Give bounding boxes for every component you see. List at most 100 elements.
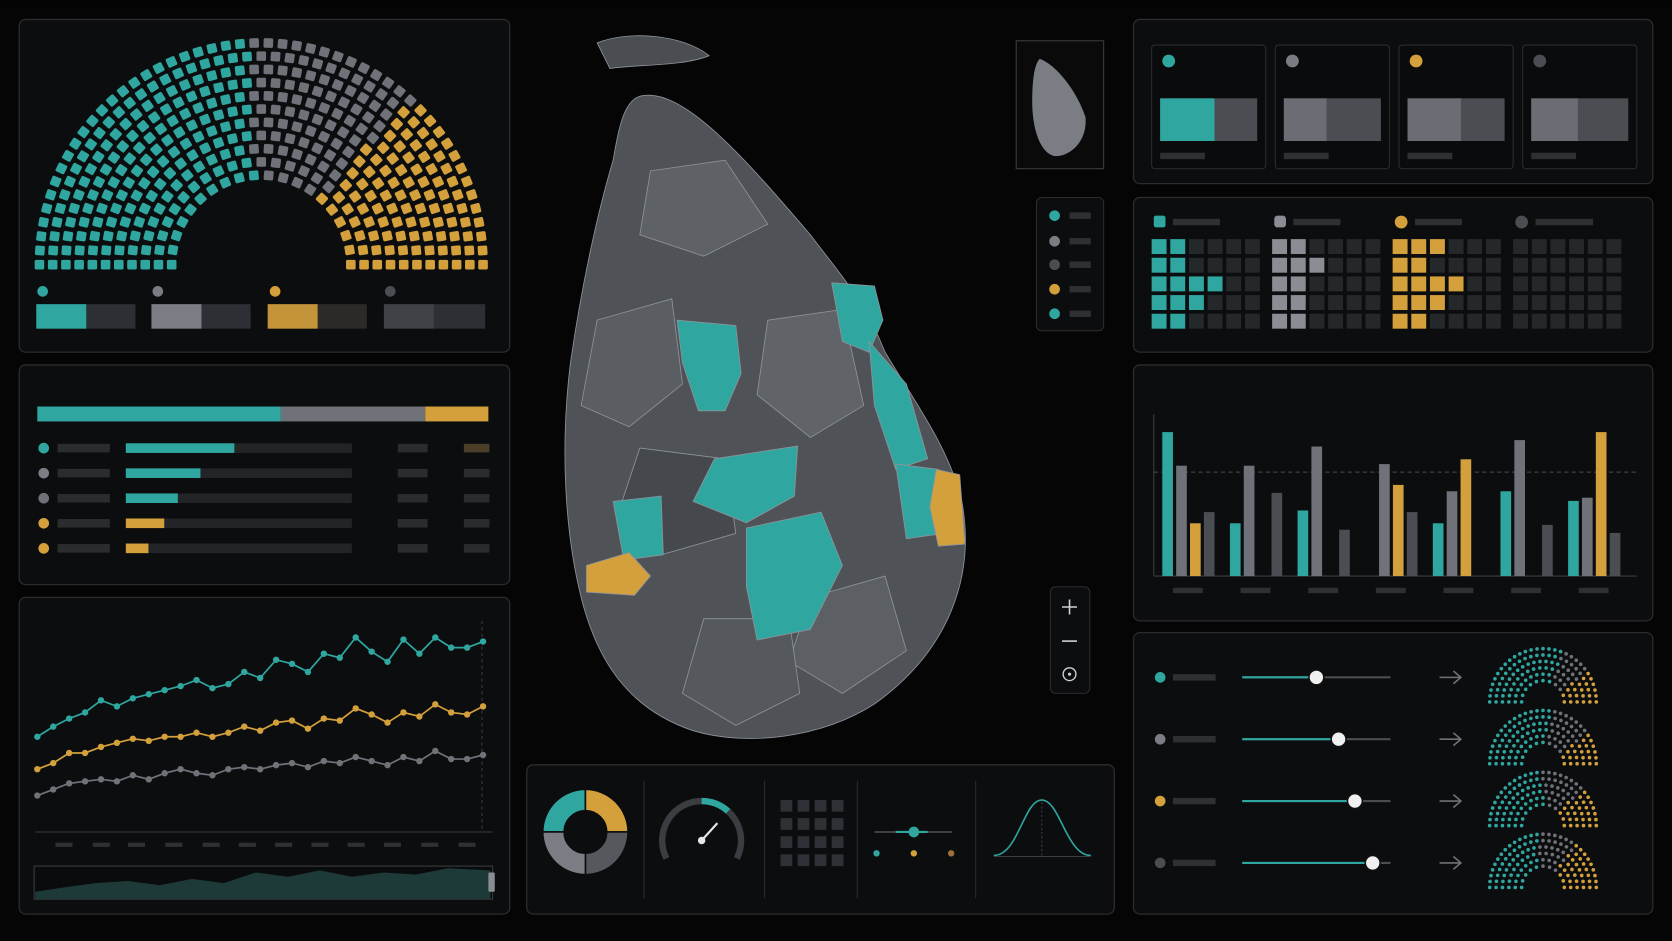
seat: [119, 117, 132, 131]
waffle-empty: [1346, 239, 1362, 255]
mini-seat: [1494, 823, 1498, 828]
mini-seat: [1507, 823, 1511, 828]
point: [193, 676, 200, 684]
mini-seat: [1512, 778, 1517, 783]
seat: [123, 96, 136, 110]
donut-slice: [541, 831, 587, 876]
waffle-cell: [1151, 257, 1167, 273]
seat: [424, 245, 435, 256]
row-dot: [1154, 857, 1166, 869]
seat: [187, 180, 201, 194]
grid-icon: [780, 799, 844, 867]
mini-seat: [1523, 780, 1527, 785]
mini-seat: [1564, 659, 1569, 664]
bar: [1283, 98, 1327, 142]
mini-seat: [1534, 741, 1539, 746]
seat: [165, 56, 178, 68]
zoom-in[interactable]: [1062, 599, 1077, 615]
mini-seat: [1501, 817, 1505, 822]
seat: [311, 113, 324, 126]
mini-seat: [1594, 817, 1598, 822]
mini-seat: [1550, 729, 1555, 733]
waffle-cell: [1411, 295, 1427, 311]
seat: [256, 130, 267, 141]
seat: [476, 231, 487, 242]
seat: [227, 52, 239, 64]
mini-seat: [1503, 847, 1508, 852]
seat: [256, 104, 267, 114]
seat: [400, 202, 413, 215]
seat: [343, 114, 356, 127]
mini-seat: [1535, 647, 1539, 651]
seat: [355, 122, 368, 135]
placeholder: [1578, 587, 1609, 594]
seat: [460, 216, 471, 228]
mini-seat: [1568, 885, 1573, 890]
seat: [315, 192, 329, 205]
mini-seat: [1589, 738, 1593, 743]
mini-seat: [1566, 677, 1571, 681]
range-knob[interactable]: [908, 826, 920, 838]
waffle-empty: [1606, 276, 1622, 292]
mini-seat: [1503, 857, 1508, 861]
seat: [359, 259, 369, 270]
mini-seat: [1512, 867, 1516, 872]
placeholder: [397, 468, 428, 478]
brush-handle[interactable]: [488, 872, 495, 892]
mini-seat: [1578, 786, 1583, 790]
mini-seat: [1514, 755, 1518, 760]
seat: [178, 50, 191, 63]
mini-seat: [1515, 730, 1520, 734]
placeholder: [421, 842, 439, 847]
mini-seat: [1519, 761, 1524, 766]
mini-seat: [1558, 740, 1563, 744]
mini-seat: [1519, 682, 1524, 687]
slider-knob[interactable]: [1330, 730, 1347, 748]
point: [384, 719, 391, 726]
seat: [263, 38, 274, 48]
map-region: [596, 35, 710, 69]
mini-seat: [1578, 795, 1583, 799]
mini-seat: [1531, 852, 1536, 857]
seat: [370, 153, 383, 166]
mini-seat: [1509, 749, 1513, 754]
mini-seat: [1500, 823, 1505, 828]
seat: [62, 149, 74, 162]
locate[interactable]: [1062, 667, 1077, 682]
mini-seat: [1529, 833, 1533, 838]
mini-seat: [1495, 811, 1500, 816]
bar: [1446, 491, 1458, 577]
mini-seat: [1500, 676, 1505, 681]
cell: [780, 836, 793, 848]
seat: [113, 259, 124, 270]
seat: [364, 189, 377, 202]
mini-seat: [1559, 656, 1563, 661]
point: [463, 755, 471, 763]
row-dot: [38, 517, 50, 529]
waffle-empty: [1328, 276, 1344, 292]
seat: [179, 107, 192, 120]
mini-seat: [1504, 744, 1509, 748]
slider-knob[interactable]: [1346, 792, 1364, 810]
waffle-empty: [1346, 313, 1362, 329]
waffle-cell: [1290, 295, 1306, 311]
slider-knob[interactable]: [1308, 669, 1325, 686]
seat: [84, 163, 97, 176]
point: [336, 654, 343, 661]
seat: [368, 99, 381, 112]
mini-seat: [1532, 846, 1536, 850]
mini-seat: [1516, 749, 1520, 754]
point: [304, 725, 312, 732]
legend-dot: [152, 286, 164, 297]
mini-seat: [1544, 851, 1548, 856]
seat: [425, 138, 438, 151]
waffle-empty: [1513, 257, 1529, 273]
seat: [340, 229, 352, 242]
waffle-empty: [1365, 295, 1381, 311]
seat: [419, 216, 431, 228]
slider-knob[interactable]: [1364, 854, 1381, 872]
mini-seat: [1520, 693, 1525, 698]
seat: [78, 175, 91, 188]
bar: [1542, 524, 1553, 577]
